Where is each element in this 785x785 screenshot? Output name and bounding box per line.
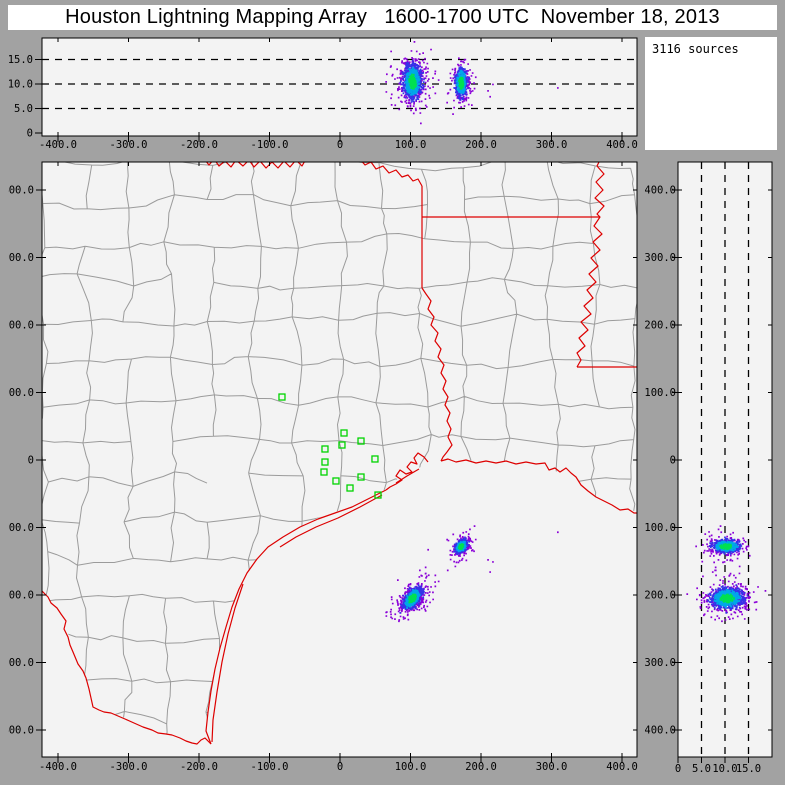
axis-tick-label: -400.0 (8, 725, 34, 737)
lightning-points-group (686, 525, 767, 623)
axis-tick-label: 15.0 (736, 763, 761, 775)
axis-tick-label: 15.0 (8, 54, 33, 66)
lightning-points-layer (408, 73, 465, 90)
axis-tick-label: 0 (28, 455, 34, 467)
lma-sensor-marker (357, 437, 365, 445)
ew-altitude-panel: -400.0 -300.0 -200.0 -100.0 0 100.0 200.0 300.0… (8, 37, 638, 150)
state-border-path (42, 590, 212, 745)
sources-panel: 3116 sources (645, 37, 777, 150)
axis-tick-label: -100.0 (8, 522, 34, 534)
axis-tick-label: 400.0 (645, 185, 676, 197)
sources-count: 3116 sources (652, 42, 739, 56)
state-border-path (385, 452, 429, 491)
axis-tick-label: 200.0 (8, 320, 34, 332)
axis-tick-label: 100.0 (645, 387, 676, 399)
axis-tick-label: -100.0 (645, 522, 676, 534)
lightning-points-layer (385, 525, 559, 623)
axis-tick-label: 300.0 (536, 761, 568, 773)
lightning-points-layer (719, 543, 735, 604)
axis-tick-label: 200.0 (645, 320, 676, 332)
lma-sensor-marker (338, 441, 346, 449)
axis-tick-label: -300.0 (8, 657, 34, 669)
axis-tick-label: 0 (27, 128, 33, 140)
state-border-path (205, 162, 305, 169)
axis-tick-label: -300.0 (110, 761, 148, 773)
axis-tick-label: 200.0 (465, 761, 497, 773)
axis-tick-label: 5.0 (14, 103, 33, 115)
state-border-path (395, 468, 420, 484)
axis-tick-label: -400.0 (39, 761, 77, 773)
axis-tick-label: 400.0 (606, 139, 638, 150)
axis-tick-label: -100.0 (251, 761, 289, 773)
plot-background (42, 162, 637, 757)
plan-view-map-panel: -400.0 -300.0 -200.0 -100.0 0 100.0 200.0 300.0… (8, 161, 638, 773)
axis-tick-label: 100.0 (8, 387, 34, 399)
axis-tick-label: -400.0 (39, 139, 77, 150)
lma-sensor-marker (332, 477, 340, 485)
lma-sensor-marker (320, 468, 328, 476)
axis-tick-label: 0 (337, 761, 343, 773)
lma-sensor-marker (321, 445, 329, 453)
title-bar: Houston Lightning Mapping Array 1600-170… (8, 5, 777, 30)
state-border-path (205, 489, 387, 745)
axis-tick-label: 200.0 (465, 139, 497, 150)
state-border-path (279, 494, 383, 548)
axis-tick-label: -200.0 (180, 761, 218, 773)
axis-tick-label: 100.0 (395, 761, 427, 773)
axis-tick-label: 10.0 (712, 763, 737, 775)
lma-sensor-marker (346, 484, 354, 492)
lma-sensor-network (278, 393, 382, 499)
state-border-path (576, 162, 605, 368)
axis-tick-label: 0 (670, 455, 676, 467)
axis-tick-label: 10.0 (8, 79, 33, 91)
lightning-points-layer (408, 543, 465, 604)
state-borders-and-coastline (42, 162, 637, 745)
state-border-path (211, 583, 244, 743)
state-border-path (421, 287, 453, 462)
lightning-points-layer (686, 525, 767, 623)
axis-tick-label: 0 (337, 139, 343, 150)
lma-sensor-marker (374, 491, 382, 499)
axis-tick-label: 400.0 (8, 185, 34, 197)
page-title: Houston Lightning Mapping Array 1600-170… (65, 6, 720, 28)
axis-tick-label: 5.0 (692, 763, 711, 775)
axis-tick-label: 300.0 (645, 252, 676, 264)
axis-tick-label: -300.0 (110, 139, 148, 150)
lightning-points-group (385, 41, 559, 125)
axis-tick-label: -400.0 (645, 725, 676, 737)
axis-tick-label: 100.0 (395, 139, 427, 150)
lma-sensor-marker (340, 429, 348, 437)
axis-tick-label: 300.0 (536, 139, 568, 150)
lma-sensor-marker (321, 458, 329, 466)
lightning-points-layer (404, 67, 467, 96)
lma-sensor-marker (357, 473, 365, 481)
lightning-points-group (385, 525, 559, 623)
axis-tick-label: 0 (675, 763, 681, 775)
axis-tick-label: -200.0 (8, 590, 34, 602)
lma-sensor-marker (278, 393, 286, 401)
axis-tick-label: -200.0 (180, 139, 218, 150)
axis-tick-label: -200.0 (645, 590, 676, 602)
axis-tick-label: -100.0 (251, 139, 289, 150)
ns-altitude-panel: 400.0 300.0 200.0 100.0 0 -100.0 -200.0 -300.0 -… (645, 161, 773, 775)
lightning-points-layer (713, 540, 742, 609)
axis-tick-label: 300.0 (8, 252, 34, 264)
lma-sensor-marker (371, 455, 379, 463)
axis-tick-label: 400.0 (606, 761, 638, 773)
axis-tick-label: -300.0 (645, 657, 676, 669)
plot-background (42, 38, 637, 136)
state-border-path (440, 458, 637, 514)
plot-background (678, 162, 772, 757)
